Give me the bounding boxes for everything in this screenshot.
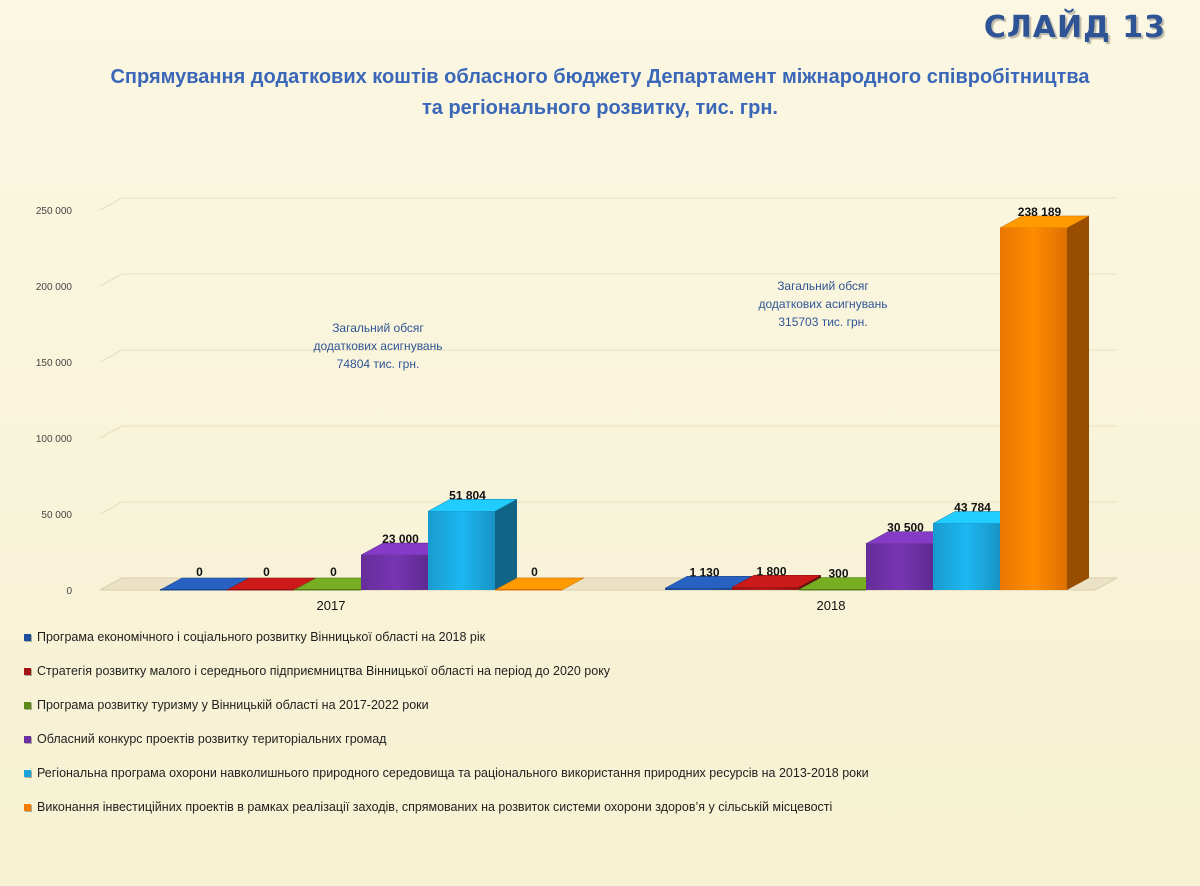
- total-annotation: Загальний обсяг додаткових асигнувань 7480…: [314, 321, 443, 371]
- legend-item: Програма розвитку туризму у Вінницькій о…: [24, 688, 1194, 722]
- data-label: 300: [828, 567, 848, 581]
- y-tick-label: 150 000: [36, 358, 73, 369]
- legend-swatch: [24, 701, 31, 709]
- gridline-diag: [99, 197, 123, 211]
- bar: [866, 543, 933, 590]
- gridline-diag: [99, 349, 123, 363]
- y-tick-label: 50 000: [41, 510, 72, 521]
- gridline-diag: [99, 425, 123, 439]
- bar: [665, 588, 732, 590]
- legend-item: Стратегія розвитку малого і середнього п…: [24, 654, 1194, 688]
- annotation-line: Загальний обсяг: [777, 279, 869, 293]
- bar: [799, 589, 866, 591]
- bar-side: [1067, 215, 1089, 591]
- bar: [428, 511, 495, 590]
- data-label: 0: [531, 565, 538, 579]
- bar: [732, 587, 799, 590]
- legend-label: Програма економічного і соціального розв…: [37, 630, 486, 644]
- legend-item: Обласний конкурс проектів розвитку терит…: [24, 722, 1194, 756]
- bar: [1000, 227, 1067, 591]
- data-label: 1 800: [756, 564, 786, 578]
- data-label: 30 500: [887, 521, 924, 535]
- data-label: 23 000: [382, 532, 419, 546]
- chart-legend: Програма економічного і соціального розв…: [24, 620, 1194, 824]
- legend-label: Регіональна програма охорони навколишньо…: [37, 766, 869, 780]
- gridline-diag: [99, 273, 123, 287]
- data-label: 0: [330, 565, 337, 579]
- legend-item: Виконання інвестиційних проектів в рамка…: [24, 790, 1194, 824]
- data-label: 238 189: [1018, 205, 1062, 219]
- legend-label: Програма розвитку туризму у Вінницькій о…: [37, 698, 429, 712]
- legend-swatch: [24, 667, 31, 675]
- total-annotation: Загальний обсяг додаткових асигнувань 3157…: [759, 279, 888, 329]
- bar: [495, 589, 562, 591]
- data-label: 0: [263, 565, 270, 579]
- gridline-diag: [99, 501, 123, 515]
- annotation-line: Загальний обсяг: [332, 321, 424, 335]
- legend-label: Виконання інвестиційних проектів в рамка…: [37, 800, 833, 814]
- bar-chart: 0 50 000 100 000 150 000 200 000 250 000 0 0 0 23…: [36, 197, 1118, 613]
- chart-title: Спрямування додаткових коштів обласного …: [110, 66, 1090, 119]
- data-label: 1 130: [689, 565, 719, 579]
- data-label: 51 804: [449, 488, 486, 502]
- bar: [361, 555, 428, 590]
- legend-swatch: [24, 803, 31, 811]
- legend-label: Обласний конкурс проектів розвитку терит…: [37, 732, 387, 746]
- y-tick-label: 250 000: [36, 206, 73, 217]
- slide-number: СЛАЙД 13: [983, 10, 1166, 45]
- annotation-line: 315703 тис. грн.: [778, 315, 867, 329]
- legend-swatch: [24, 769, 31, 777]
- legend-item: Регіональна програма охорони навколишньо…: [24, 756, 1194, 790]
- annotation-line: додаткових асигнувань: [314, 339, 443, 353]
- legend-swatch: [24, 735, 31, 743]
- x-category-label: 2018: [817, 598, 846, 613]
- legend-swatch: [24, 633, 31, 641]
- legend-item: Програма економічного і соціального розв…: [24, 620, 1194, 654]
- bar: [294, 589, 361, 591]
- bar: [933, 523, 1000, 590]
- annotation-line: 74804 тис. грн.: [337, 357, 420, 371]
- data-label: 43 784: [954, 500, 991, 514]
- bar: [160, 589, 227, 591]
- annotation-line: додаткових асигнувань: [759, 297, 888, 311]
- data-label: 0: [196, 565, 203, 579]
- bar: [227, 589, 294, 591]
- legend-label: Стратегія розвитку малого і середнього п…: [37, 664, 611, 678]
- y-tick-label: 200 000: [36, 282, 73, 293]
- y-tick-label: 0: [66, 586, 72, 597]
- y-tick-label: 100 000: [36, 434, 73, 445]
- x-category-label: 2017: [317, 598, 346, 613]
- bar-side: [495, 499, 517, 590]
